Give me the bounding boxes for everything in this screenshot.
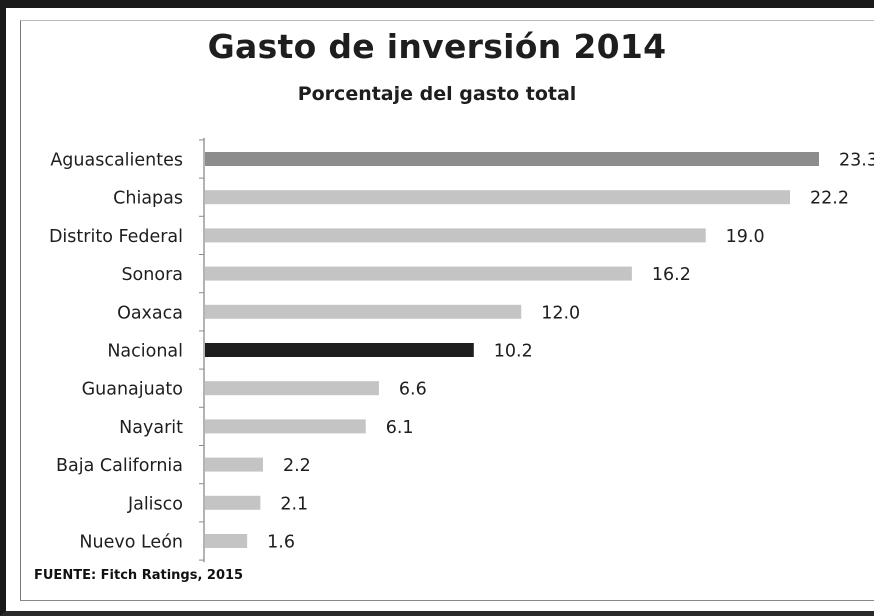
value-label-sonora: 16.2: [652, 265, 691, 285]
value-label-guanajuato: 6.6: [399, 380, 427, 400]
category-label-nayarit: Nayarit: [119, 418, 183, 438]
category-label-chiapas: Chiapas: [113, 189, 183, 209]
value-label-distrito-federal: 19.0: [726, 227, 765, 247]
category-label-nuevo-leon: Nuevo León: [79, 533, 183, 553]
value-label-nacional: 10.2: [494, 342, 533, 362]
category-label-jalisco: Jalisco: [127, 494, 183, 514]
chart-border: [20, 20, 874, 601]
category-label-baja-california: Baja California: [56, 456, 183, 476]
bar-chiapas: [205, 190, 791, 205]
value-labels: 23.3 22.2 19.0 16.2 12.0 10.2 6.6 6.1 2.2 2.1 1.6: [267, 151, 874, 553]
bar-distrito-federal: [205, 228, 706, 243]
bars: [205, 152, 819, 548]
bar-guanajuato: [205, 381, 379, 396]
source-note: FUENTE: Fitch Ratings, 2015: [34, 568, 244, 583]
value-label-baja-california: 2.2: [283, 456, 311, 476]
chart-subtitle: Porcentaje del gasto total: [297, 83, 577, 105]
category-label-guanajuato: Guanajuato: [82, 380, 183, 400]
category-label-distrito-federal: Distrito Federal: [49, 227, 183, 247]
bar-oaxaca: [205, 304, 522, 319]
category-axis: [199, 137, 205, 563]
category-label-aguascalientes: Aguascalientes: [50, 151, 183, 171]
category-label-oaxaca: Oaxaca: [117, 303, 183, 323]
category-label-sonora: Sonora: [121, 265, 183, 285]
value-label-nuevo-leon: 1.6: [267, 533, 295, 553]
value-label-chiapas: 22.2: [810, 189, 849, 209]
bar-aguascalientes: [205, 152, 819, 166]
bar-jalisco: [205, 495, 261, 510]
bar-nacional: [205, 343, 474, 357]
bar-nuevo-leon: [205, 534, 248, 548]
category-labels: Aguascalientes Chiapas Distrito Federal Son…: [49, 151, 183, 553]
value-label-jalisco: 2.1: [280, 494, 308, 514]
category-label-nacional: Nacional: [107, 342, 183, 362]
bar-baja-california: [205, 457, 263, 472]
value-label-aguascalientes: 23.3: [839, 151, 874, 171]
bar-sonora: [205, 266, 632, 281]
bar-nayarit: [205, 419, 366, 434]
value-label-nayarit: 6.1: [386, 418, 414, 438]
value-label-oaxaca: 12.0: [541, 303, 580, 323]
chart-title: Gasto de inversión 2014: [207, 27, 667, 66]
